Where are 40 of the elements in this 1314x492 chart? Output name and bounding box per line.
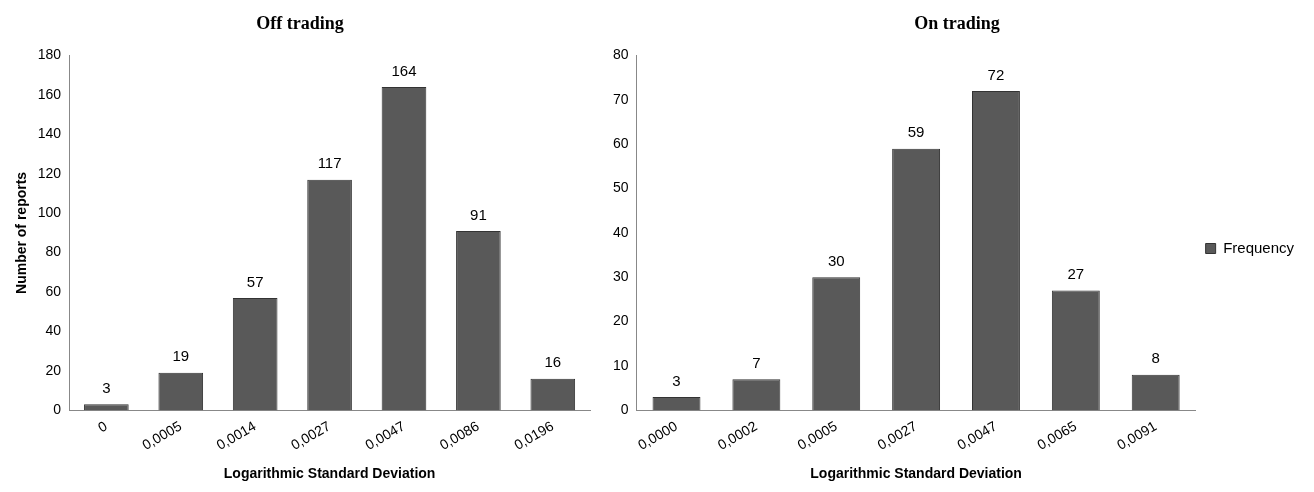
data-label: 57 — [246, 272, 264, 290]
y-tick-label: 0 — [620, 401, 629, 418]
data-label: 16 — [544, 353, 562, 371]
y-tick-label: 180 — [37, 46, 62, 63]
y-tick-label: 30 — [612, 268, 629, 285]
x-axis-title: Logarithmic Standard Deviation — [223, 465, 436, 482]
data-label: 30 — [827, 251, 845, 269]
y-tick-label: 60 — [612, 135, 629, 152]
data-label: 164 — [391, 61, 417, 79]
x-tick-label: 0 — [95, 417, 110, 436]
data-label: 8 — [1151, 349, 1160, 367]
data-label: 3 — [672, 371, 681, 389]
y-tick-label: 80 — [612, 46, 629, 63]
y-axis-title: Number of reports — [13, 171, 30, 294]
data-label: 27 — [1067, 265, 1085, 283]
y-tick-label: 50 — [612, 179, 629, 196]
data-label: 3 — [102, 378, 111, 396]
y-tick-label: 0 — [53, 401, 62, 418]
y-tick-label: 20 — [45, 361, 62, 378]
chart-title: On trading — [914, 13, 1000, 34]
chart-title: Off trading — [256, 13, 344, 34]
y-tick-label: 60 — [45, 282, 62, 299]
y-tick-label: 80 — [45, 243, 62, 260]
y-tick-label: 40 — [612, 223, 629, 240]
y-tick-label: 100 — [37, 204, 62, 221]
y-tick-label: 40 — [45, 322, 62, 339]
y-tick-label: 10 — [612, 356, 629, 373]
data-label: 72 — [987, 65, 1005, 83]
data-label: 91 — [470, 205, 487, 223]
data-label: 19 — [172, 347, 190, 365]
y-tick-label: 20 — [612, 312, 629, 329]
y-tick-label: 160 — [37, 85, 62, 102]
data-label: 117 — [317, 154, 342, 172]
data-label: 7 — [752, 353, 761, 371]
x-axis-title: Logarithmic Standard Deviation — [810, 465, 1022, 482]
legend-label: Frequency — [1223, 238, 1295, 256]
data-label: 59 — [907, 123, 925, 141]
y-tick-label: 120 — [37, 164, 62, 181]
y-tick-label: 70 — [612, 90, 629, 107]
y-tick-label: 140 — [37, 125, 62, 142]
